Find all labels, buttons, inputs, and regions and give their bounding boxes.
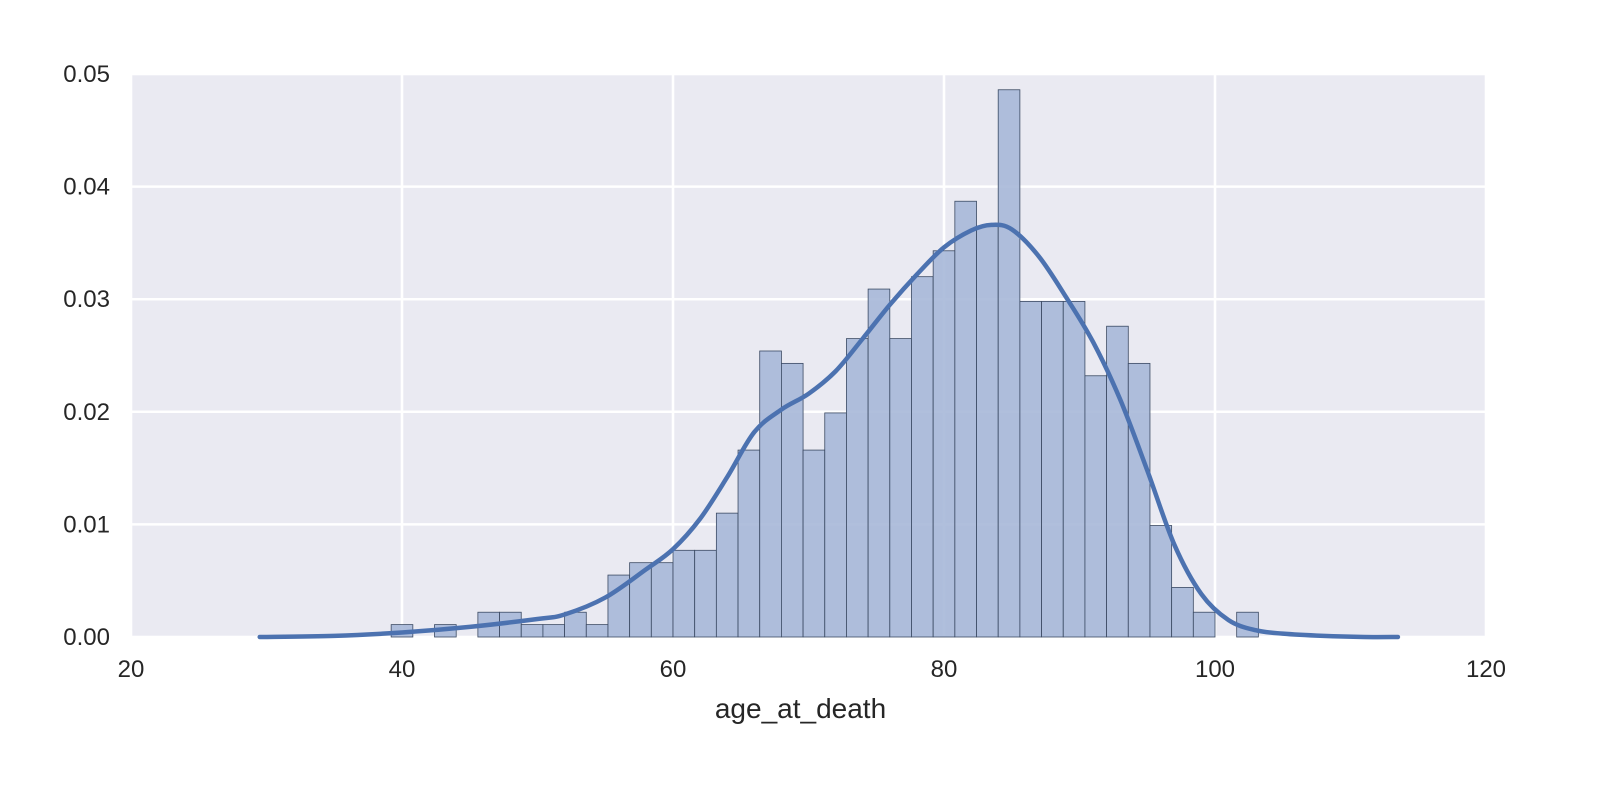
y-tick-label: 0.04 [63, 174, 110, 201]
x-tick-label: 40 [389, 656, 416, 683]
kde-curve [257, 222, 1401, 640]
x-tick-label: 80 [931, 656, 958, 683]
histogram-bar [1084, 375, 1108, 638]
y-tick-label: 0.05 [63, 61, 110, 88]
histogram-bar [889, 338, 912, 638]
y-tick-label: 0.01 [63, 511, 110, 538]
histogram-bar [911, 276, 934, 638]
histogram-bar [520, 624, 544, 638]
x-tick-label: 120 [1466, 656, 1506, 683]
gridlines [129, 72, 1488, 639]
x-tick-label: 20 [118, 656, 145, 683]
x-axis-label: age_at_death [715, 693, 886, 724]
histogram-bar [1062, 301, 1086, 638]
histogram-bar [1019, 301, 1042, 638]
histogram-bar [997, 89, 1021, 638]
histogram-bar [585, 624, 609, 638]
histogram-bar [802, 449, 826, 638]
x-tick-label: 100 [1195, 656, 1235, 683]
histogram-bar [954, 200, 977, 638]
histogram-bar [824, 412, 847, 638]
y-tick-label: 0.00 [63, 624, 110, 651]
histogram-bar [715, 512, 739, 638]
histogram-bar [1171, 587, 1194, 638]
histogram-bar [759, 350, 782, 638]
histogram-bar [650, 562, 674, 638]
histogram-bar [932, 250, 956, 638]
histogram-bar [1192, 611, 1216, 638]
histogram-bar [564, 611, 587, 638]
histogram-bar [976, 225, 999, 638]
histogram-bar [694, 549, 717, 638]
histogram-bar [867, 288, 891, 638]
histogram-bar [1127, 362, 1151, 638]
y-tick-label: 0.03 [63, 286, 110, 313]
y-axis-ticks: 0.00 0.01 0.02 0.03 0.04 0.05 [63, 61, 110, 651]
histogram-bar [1149, 525, 1173, 638]
y-tick-label: 0.02 [63, 399, 110, 426]
histogram-bar [542, 624, 565, 638]
histogram-bar [1041, 301, 1064, 638]
x-tick-label: 60 [660, 656, 687, 683]
x-axis-ticks: 20 40 60 80 100 120 [118, 656, 1506, 683]
histogram-bar [737, 449, 761, 638]
histogram-bar [672, 549, 696, 638]
histogram-bar [846, 338, 869, 638]
